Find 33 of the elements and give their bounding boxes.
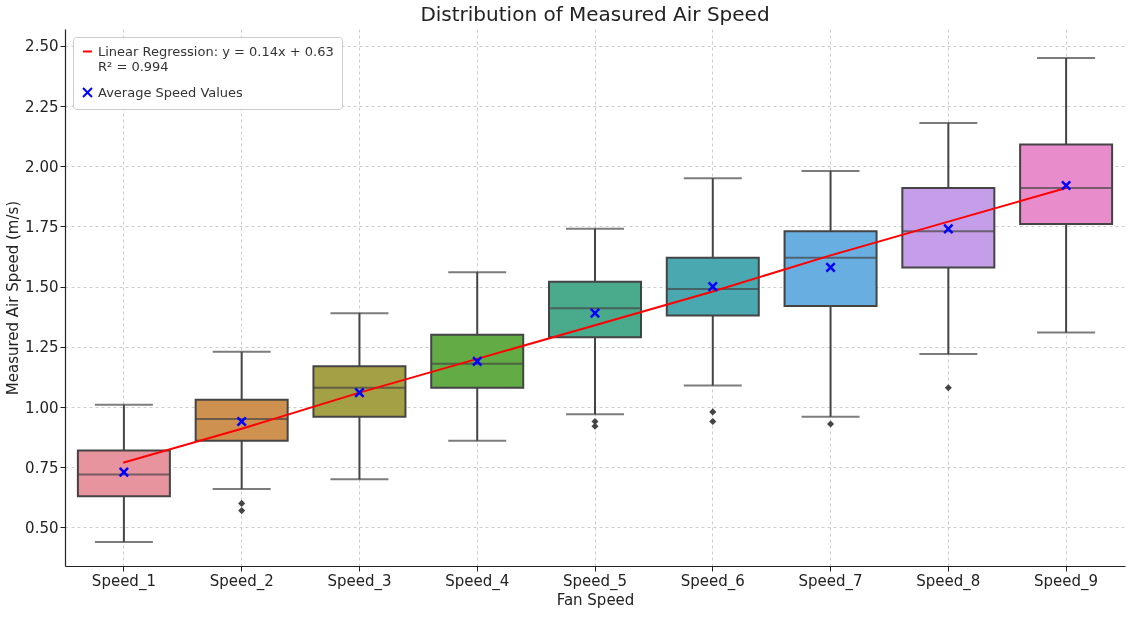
legend-label: Linear Regression: y = 0.14x + 0.63 R² = 0.994 bbox=[98, 43, 334, 74]
y-tick-label: 0.50 bbox=[25, 518, 59, 537]
y-tick-label: 2.00 bbox=[25, 157, 59, 176]
x-tick-label: Speed_1 bbox=[91, 571, 156, 591]
point bbox=[236, 416, 248, 427]
x-tick-label: Speed_5 bbox=[562, 571, 628, 591]
legend-label: Average Speed Values bbox=[98, 84, 244, 100]
point bbox=[354, 387, 365, 399]
point bbox=[589, 307, 601, 319]
point bbox=[707, 281, 719, 293]
chart-title: Distribution of Measured Air Speed bbox=[420, 2, 770, 26]
x-tick-label: Speed_3 bbox=[327, 571, 392, 591]
y-tick-label: 1.25 bbox=[25, 338, 59, 357]
x-tick-label: Speed_8 bbox=[916, 571, 981, 591]
x-tick-label: Speed_6 bbox=[680, 571, 745, 591]
y-tick-label: 0.75 bbox=[25, 458, 59, 477]
x-tick-label: Speed_9 bbox=[1034, 571, 1099, 591]
y-tick-label: 2.25 bbox=[25, 97, 59, 116]
line-series bbox=[122, 186, 1068, 464]
x-tick-label: Speed_7 bbox=[798, 571, 863, 591]
x-axis-title: Fan Speed bbox=[556, 590, 635, 609]
y-axis-title: Measured Air Speed (m/s) bbox=[4, 200, 23, 396]
point bbox=[471, 355, 483, 367]
y-tick-label: 2.50 bbox=[25, 37, 59, 56]
y-tick-label: 1.00 bbox=[25, 398, 59, 417]
y-tick-label: 1.50 bbox=[25, 278, 59, 297]
point bbox=[118, 466, 130, 478]
point bbox=[942, 223, 954, 235]
x-tick-label: Speed_4 bbox=[445, 571, 510, 591]
point bbox=[825, 261, 836, 273]
x-tick-label: Speed_2 bbox=[209, 571, 274, 591]
point bbox=[1060, 180, 1072, 191]
y-tick-label: 1.75 bbox=[25, 217, 59, 236]
